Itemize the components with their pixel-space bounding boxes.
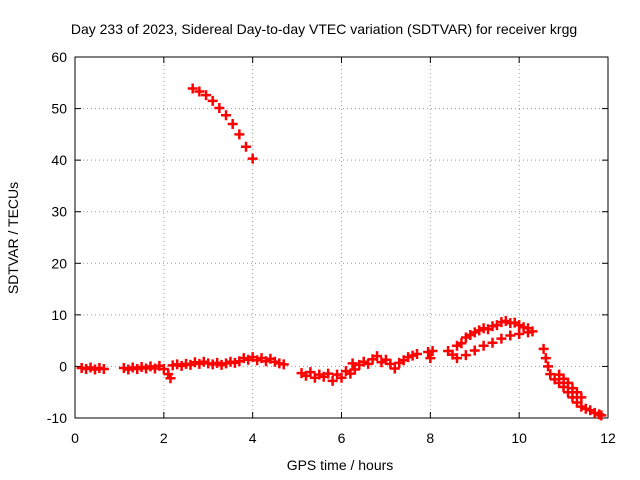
data-point xyxy=(523,327,534,338)
data-point xyxy=(596,410,607,421)
x-tick-label: 0 xyxy=(71,430,79,446)
data-point xyxy=(456,338,467,349)
data-point xyxy=(540,353,551,364)
y-tick-label: -10 xyxy=(47,410,67,426)
data-point xyxy=(571,387,582,398)
data-point xyxy=(221,110,232,121)
data-point xyxy=(412,349,423,360)
data-points xyxy=(76,83,607,421)
data-point xyxy=(241,141,252,152)
data-point xyxy=(234,129,245,140)
y-tick-label: 40 xyxy=(51,152,67,168)
data-point xyxy=(567,392,578,403)
x-axis-label: GPS time / hours xyxy=(287,457,394,473)
data-point xyxy=(545,369,556,380)
data-point xyxy=(543,361,554,372)
x-tick-label: 12 xyxy=(600,430,616,446)
y-tick-label: 0 xyxy=(59,358,67,374)
axis-ticks xyxy=(74,56,609,419)
data-point xyxy=(496,333,507,344)
data-point xyxy=(336,372,347,383)
data-point xyxy=(538,343,549,354)
data-point xyxy=(460,350,471,361)
y-tick-label: 10 xyxy=(51,307,67,323)
data-point xyxy=(372,351,383,362)
data-point xyxy=(194,86,205,97)
y-axis-label: SDTVAR / TECUs xyxy=(5,182,21,294)
data-point xyxy=(247,153,258,164)
data-point xyxy=(576,392,587,403)
data-point xyxy=(563,377,574,388)
data-point xyxy=(207,95,218,106)
data-point xyxy=(478,340,489,351)
x-tick-label: 8 xyxy=(426,430,434,446)
y-tick-label: 60 xyxy=(51,49,67,65)
data-point xyxy=(227,119,238,130)
data-point xyxy=(347,358,358,369)
data-point xyxy=(451,353,462,364)
y-tick-label: 50 xyxy=(51,101,67,117)
grid-lines xyxy=(75,57,608,418)
data-point xyxy=(165,373,176,384)
data-point xyxy=(214,103,225,114)
x-tick-label: 6 xyxy=(338,430,346,446)
x-tick-labels: 0 2 4 6 8 10 12 xyxy=(71,430,616,446)
x-tick-label: 10 xyxy=(511,430,527,446)
y-tick-label: 30 xyxy=(51,204,67,220)
data-point xyxy=(469,345,480,356)
data-point xyxy=(505,330,516,341)
data-point xyxy=(323,368,334,379)
x-tick-label: 4 xyxy=(249,430,257,446)
data-point xyxy=(278,359,289,370)
data-point xyxy=(201,90,212,101)
data-point xyxy=(187,83,198,94)
data-point xyxy=(327,375,338,386)
chart-title: Day 233 of 2023, Sidereal Day-to-day VTE… xyxy=(71,21,577,37)
data-point xyxy=(305,367,316,378)
data-point xyxy=(487,337,498,348)
data-point xyxy=(514,328,525,339)
y-tick-label: 20 xyxy=(51,255,67,271)
x-tick-label: 2 xyxy=(160,430,168,446)
data-point xyxy=(427,345,438,356)
data-point xyxy=(158,364,169,375)
data-point xyxy=(389,363,400,374)
data-point xyxy=(425,353,436,364)
data-point xyxy=(98,364,109,375)
y-tick-labels: -10 0 10 20 30 40 50 60 xyxy=(47,49,67,426)
